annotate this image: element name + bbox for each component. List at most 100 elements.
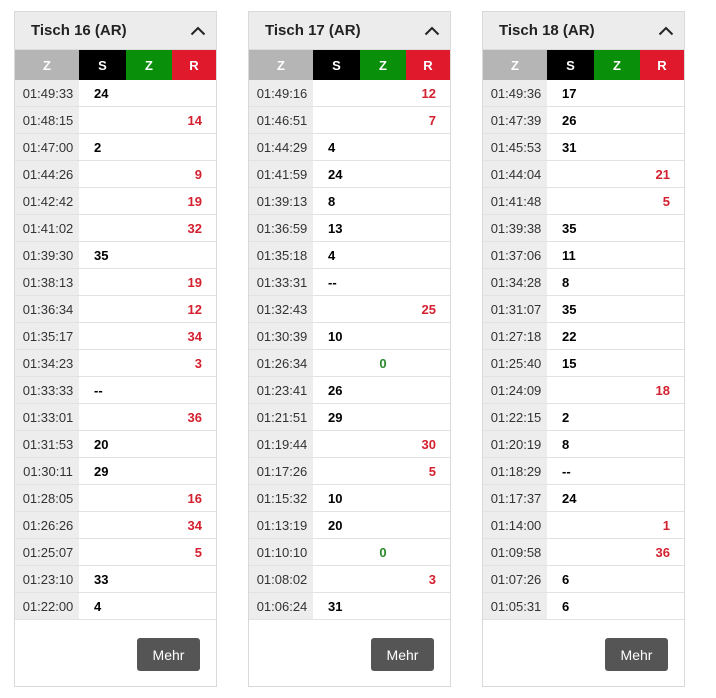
table-row: 01:21:51 29 (249, 404, 450, 431)
red-number-cell: 7 (428, 112, 436, 128)
time-cell: 01:37:06 (483, 242, 547, 268)
black-number-cell: 20 (94, 436, 109, 452)
time-cell: 01:23:10 (15, 566, 79, 592)
red-number-cell: 34 (187, 517, 202, 533)
red-number-cell (406, 539, 450, 565)
black-number-cell: 29 (328, 409, 343, 425)
column-headers: Z S Z R (483, 50, 684, 80)
zero-number-cell (126, 134, 172, 160)
time-cell: 01:42:42 (15, 188, 79, 214)
time-cell: 01:23:41 (249, 377, 313, 403)
zero-number-cell (360, 161, 406, 187)
zero-number-cell (594, 215, 640, 241)
column-header-red[interactable]: R (406, 50, 450, 80)
red-number-cell: 32 (187, 220, 202, 236)
column-header-time[interactable]: Z (249, 50, 313, 80)
zero-number-cell (594, 431, 640, 457)
black-number-cell: 17 (562, 85, 577, 101)
column-header-time[interactable]: Z (483, 50, 547, 80)
time-cell: 01:34:28 (483, 269, 547, 295)
column-header-red[interactable]: R (172, 50, 216, 80)
black-number-cell: 26 (562, 112, 577, 128)
table-row: 01:42:42 19 (15, 188, 216, 215)
time-cell: 01:27:18 (483, 323, 547, 349)
table-row: 01:27:18 22 (483, 323, 684, 350)
zero-number-cell (126, 431, 172, 457)
table-row: 01:23:10 33 (15, 566, 216, 593)
black-number-cell (79, 512, 126, 538)
time-cell: 01:25:07 (15, 539, 79, 565)
time-cell: 01:15:32 (249, 485, 313, 511)
red-number-cell (406, 134, 450, 160)
zero-number-cell (126, 404, 172, 430)
column-header-zero[interactable]: Z (126, 50, 172, 80)
red-number-cell (640, 350, 684, 376)
black-number-cell: 24 (328, 166, 343, 182)
table-row: 01:46:51 7 (249, 107, 450, 134)
results-list: 01:49:36 17 01:47:39 26 01:45:53 31 01:44:04 21… (483, 80, 684, 620)
black-number-cell: 31 (328, 598, 343, 614)
red-number-cell (172, 80, 216, 106)
table-row: 01:17:37 24 (483, 485, 684, 512)
zero-number-cell: 0 (379, 544, 387, 560)
time-cell: 01:33:31 (249, 269, 313, 295)
table-panel-1: Tisch 16 (AR) Z S Z R 01:49:33 24 01:48:15… (14, 11, 217, 687)
chevron-up-icon[interactable] (188, 21, 208, 41)
black-number-cell: 26 (328, 382, 343, 398)
zero-number-cell (360, 431, 406, 457)
column-header-black[interactable]: S (313, 50, 360, 80)
red-number-cell: 18 (655, 382, 670, 398)
zero-number-cell (360, 242, 406, 268)
chevron-up-icon[interactable] (422, 21, 442, 41)
column-header-zero[interactable]: Z (360, 50, 406, 80)
column-header-red[interactable]: R (640, 50, 684, 80)
more-button[interactable]: Mehr (371, 638, 434, 671)
time-cell: 01:45:53 (483, 134, 547, 160)
zero-number-cell (594, 485, 640, 511)
red-number-cell: 1 (662, 517, 670, 533)
time-cell: 01:17:26 (249, 458, 313, 484)
column-header-time[interactable]: Z (15, 50, 79, 80)
zero-number-cell (594, 404, 640, 430)
red-number-cell (172, 377, 216, 403)
red-number-cell (640, 134, 684, 160)
time-cell: 01:14:00 (483, 512, 547, 538)
red-number-cell: 12 (187, 301, 202, 317)
more-button[interactable]: Mehr (605, 638, 668, 671)
black-number-cell (79, 404, 126, 430)
black-number-cell: 11 (562, 247, 576, 263)
black-number-cell: 10 (328, 490, 343, 506)
table-panel-2: Tisch 17 (AR) Z S Z R 01:49:16 12 01:46:51… (248, 11, 451, 687)
red-number-cell: 30 (421, 436, 436, 452)
red-number-cell (640, 404, 684, 430)
time-cell: 01:13:19 (249, 512, 313, 538)
column-header-zero[interactable]: Z (594, 50, 640, 80)
red-number-cell (640, 215, 684, 241)
red-number-cell (640, 80, 684, 106)
black-number-cell (79, 215, 126, 241)
time-cell: 01:41:59 (249, 161, 313, 187)
red-number-cell (172, 458, 216, 484)
zero-number-cell (126, 107, 172, 133)
panel-title: Tisch 16 (AR) (31, 22, 127, 39)
black-number-cell: 4 (94, 598, 102, 614)
column-header-black[interactable]: S (79, 50, 126, 80)
results-list: 01:49:33 24 01:48:15 14 01:47:00 2 01:44:26 9 01… (15, 80, 216, 620)
red-number-cell: 21 (655, 166, 670, 182)
more-button[interactable]: Mehr (137, 638, 200, 671)
table-row: 01:36:34 12 (15, 296, 216, 323)
table-row: 01:34:23 3 (15, 350, 216, 377)
zero-number-cell (360, 377, 406, 403)
chevron-up-icon[interactable] (656, 21, 676, 41)
red-number-cell: 36 (655, 544, 670, 560)
zero-number-cell (126, 593, 172, 619)
column-headers: Z S Z R (15, 50, 216, 80)
table-panel-3: Tisch 18 (AR) Z S Z R 01:49:36 17 01:47:39… (482, 11, 685, 687)
black-number-cell (79, 296, 126, 322)
time-cell: 01:46:51 (249, 107, 313, 133)
table-row: 01:35:18 4 (249, 242, 450, 269)
time-cell: 01:10:10 (249, 539, 313, 565)
black-number-cell (313, 80, 360, 106)
zero-number-cell (594, 269, 640, 295)
column-header-black[interactable]: S (547, 50, 594, 80)
